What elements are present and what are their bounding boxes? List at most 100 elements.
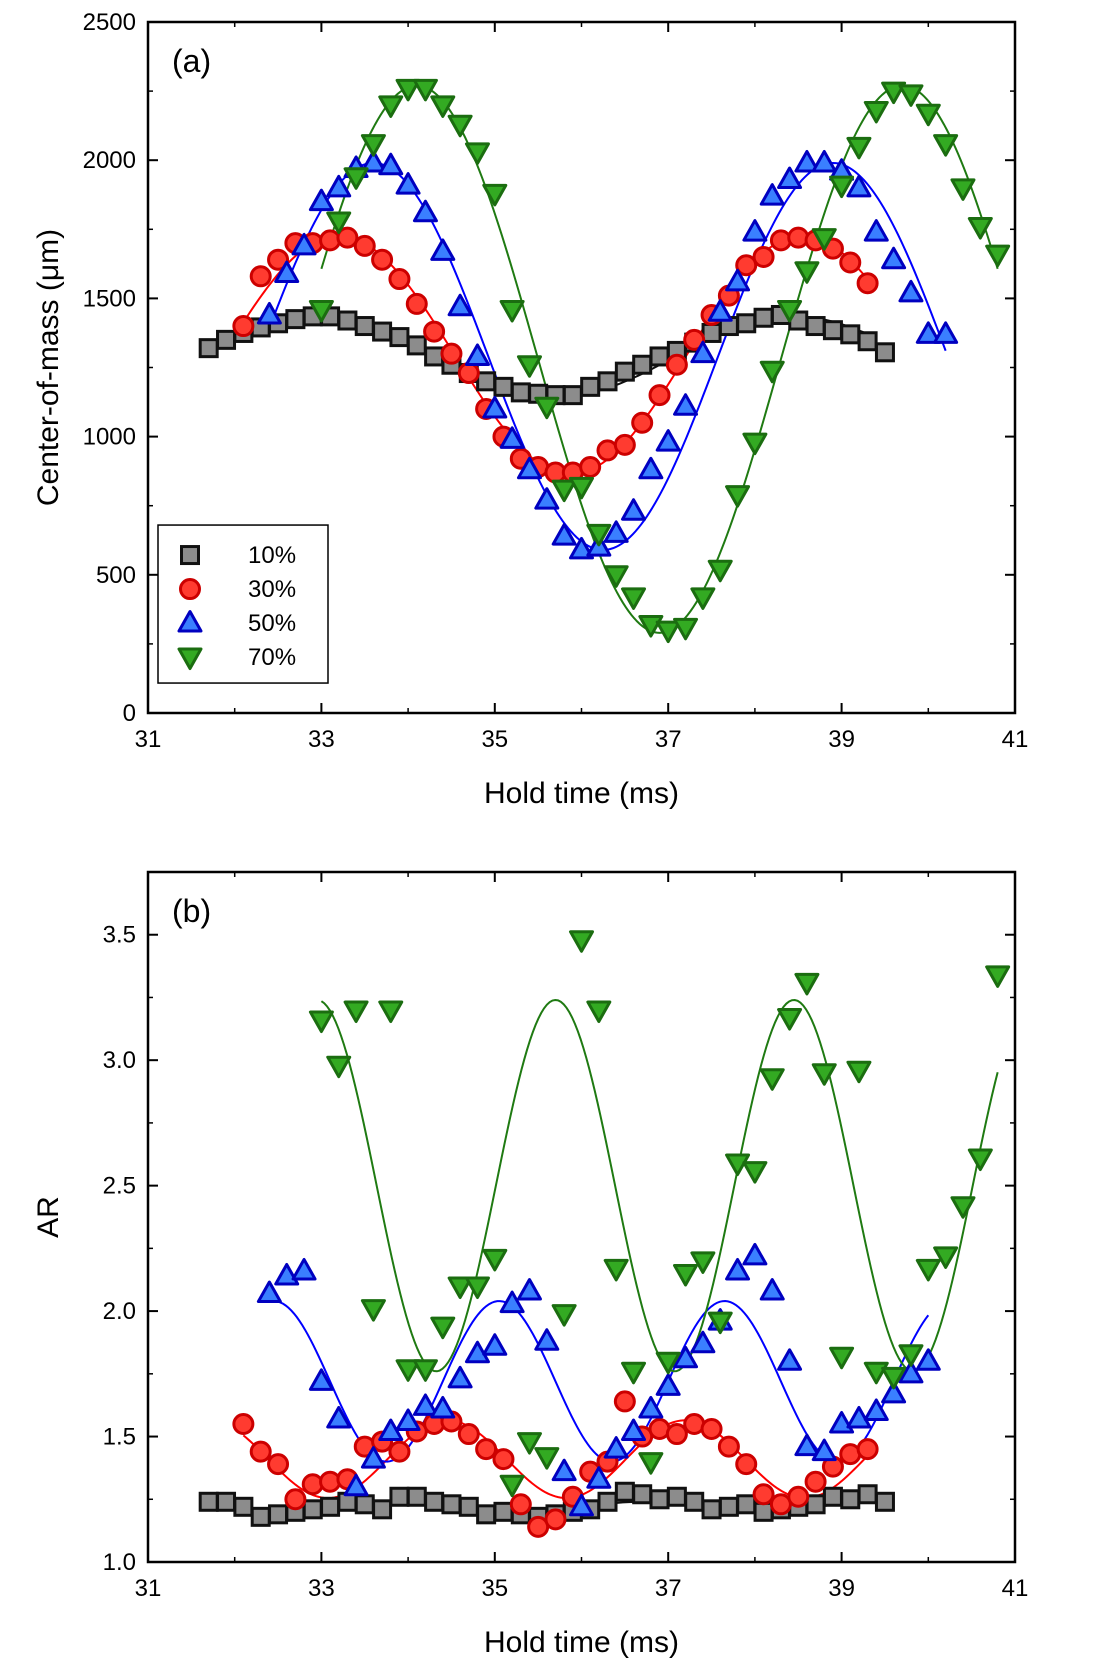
data-point (464, 1340, 490, 1364)
x-tick-label: 33 (308, 726, 335, 753)
legend-marker-30pct (179, 578, 201, 601)
data-point (915, 1258, 941, 1282)
data-point (389, 1486, 410, 1507)
data-point (736, 1494, 757, 1515)
y-tick-label: 1000 (83, 424, 136, 451)
data-point (320, 1496, 341, 1517)
data-point (395, 1359, 421, 1382)
x-axis-title: Hold time (ms) (484, 1626, 679, 1659)
data-point (360, 134, 386, 157)
data-point (464, 1276, 490, 1299)
data-point (256, 1280, 282, 1304)
data-point (447, 114, 473, 138)
data-point (360, 1446, 386, 1469)
data-point (579, 456, 602, 479)
data-point (649, 1489, 670, 1510)
data-point (742, 219, 768, 242)
data-point (603, 565, 629, 588)
data-point (499, 1474, 525, 1498)
data-point (249, 1440, 272, 1463)
data-point (794, 1433, 820, 1457)
data-point (614, 361, 635, 382)
series-50pct (256, 149, 959, 560)
data-point (405, 292, 428, 315)
data-point (881, 1380, 907, 1404)
data-point (464, 142, 490, 165)
ticks: 31 33 35 37 39 41 1.0 1.5 2.0 2.5 3.0 3.5 (103, 872, 1029, 1602)
data-point (308, 1010, 334, 1034)
data-point (822, 320, 843, 341)
data-point (256, 301, 282, 325)
data-point (707, 1311, 733, 1335)
data-point (337, 310, 358, 331)
data-point (360, 149, 386, 173)
data-point (603, 1258, 629, 1282)
data-point (863, 219, 889, 242)
data-point (857, 1484, 878, 1505)
x-axis-title: Hold time (ms) (484, 777, 679, 810)
data-point (846, 1060, 872, 1084)
data-point (665, 353, 688, 376)
data-point (881, 246, 907, 270)
data-point (846, 136, 872, 160)
data-point (499, 1290, 525, 1314)
data-point (509, 1493, 532, 1516)
data-point (268, 1504, 289, 1525)
data-point (597, 371, 618, 392)
x-tick-label: 35 (481, 726, 508, 753)
x-tick-label: 31 (135, 726, 162, 753)
data-point (343, 167, 369, 190)
data-point (804, 1470, 827, 1493)
data-point (725, 485, 751, 508)
ticks: 31 33 35 37 39 41 0 500 1000 1500 2000 2500 (83, 9, 1029, 753)
data-point (631, 411, 654, 434)
data-point (690, 1330, 716, 1354)
data-point (811, 149, 837, 173)
data-point (898, 84, 924, 107)
data-point (198, 338, 219, 359)
data-point (752, 245, 775, 268)
data-point (534, 1447, 560, 1470)
data-point (354, 1494, 375, 1515)
data-point (787, 1485, 810, 1508)
data-point (308, 299, 334, 323)
data-point (718, 1496, 739, 1517)
data-point (232, 315, 255, 338)
x-tick-label: 41 (1002, 1575, 1029, 1602)
data-point (933, 134, 959, 157)
data-point (707, 559, 733, 583)
data-point (360, 1299, 386, 1322)
data-point (562, 385, 583, 406)
data-point (534, 1328, 560, 1351)
data-point (371, 248, 394, 271)
data-point (499, 299, 525, 323)
legend-label: 70% (248, 644, 296, 671)
data-point (840, 1489, 861, 1510)
data-point (666, 1486, 687, 1507)
data-point (621, 498, 647, 521)
data-point (586, 523, 612, 547)
data-point (665, 1423, 688, 1446)
data-point (613, 433, 636, 456)
data-point (967, 1148, 993, 1172)
data-point (707, 299, 733, 322)
data-point (811, 228, 837, 251)
data-point (811, 1063, 837, 1086)
data-point (985, 244, 1011, 268)
data-point (632, 1484, 653, 1505)
data-point (457, 1423, 480, 1446)
data-point (569, 476, 594, 500)
data-point (794, 261, 820, 284)
data-point (406, 1486, 427, 1507)
x-tick-label: 39 (828, 1575, 855, 1602)
data-point (291, 1257, 317, 1281)
data-point (412, 1359, 438, 1382)
data-point (811, 1438, 837, 1462)
data-point (250, 1506, 271, 1527)
legend-marker-70pct (177, 647, 203, 671)
data-point (881, 81, 907, 105)
data-point (447, 1365, 473, 1389)
y-tick-label: 500 (96, 562, 136, 589)
data-point (267, 248, 290, 271)
data-point (655, 620, 681, 644)
